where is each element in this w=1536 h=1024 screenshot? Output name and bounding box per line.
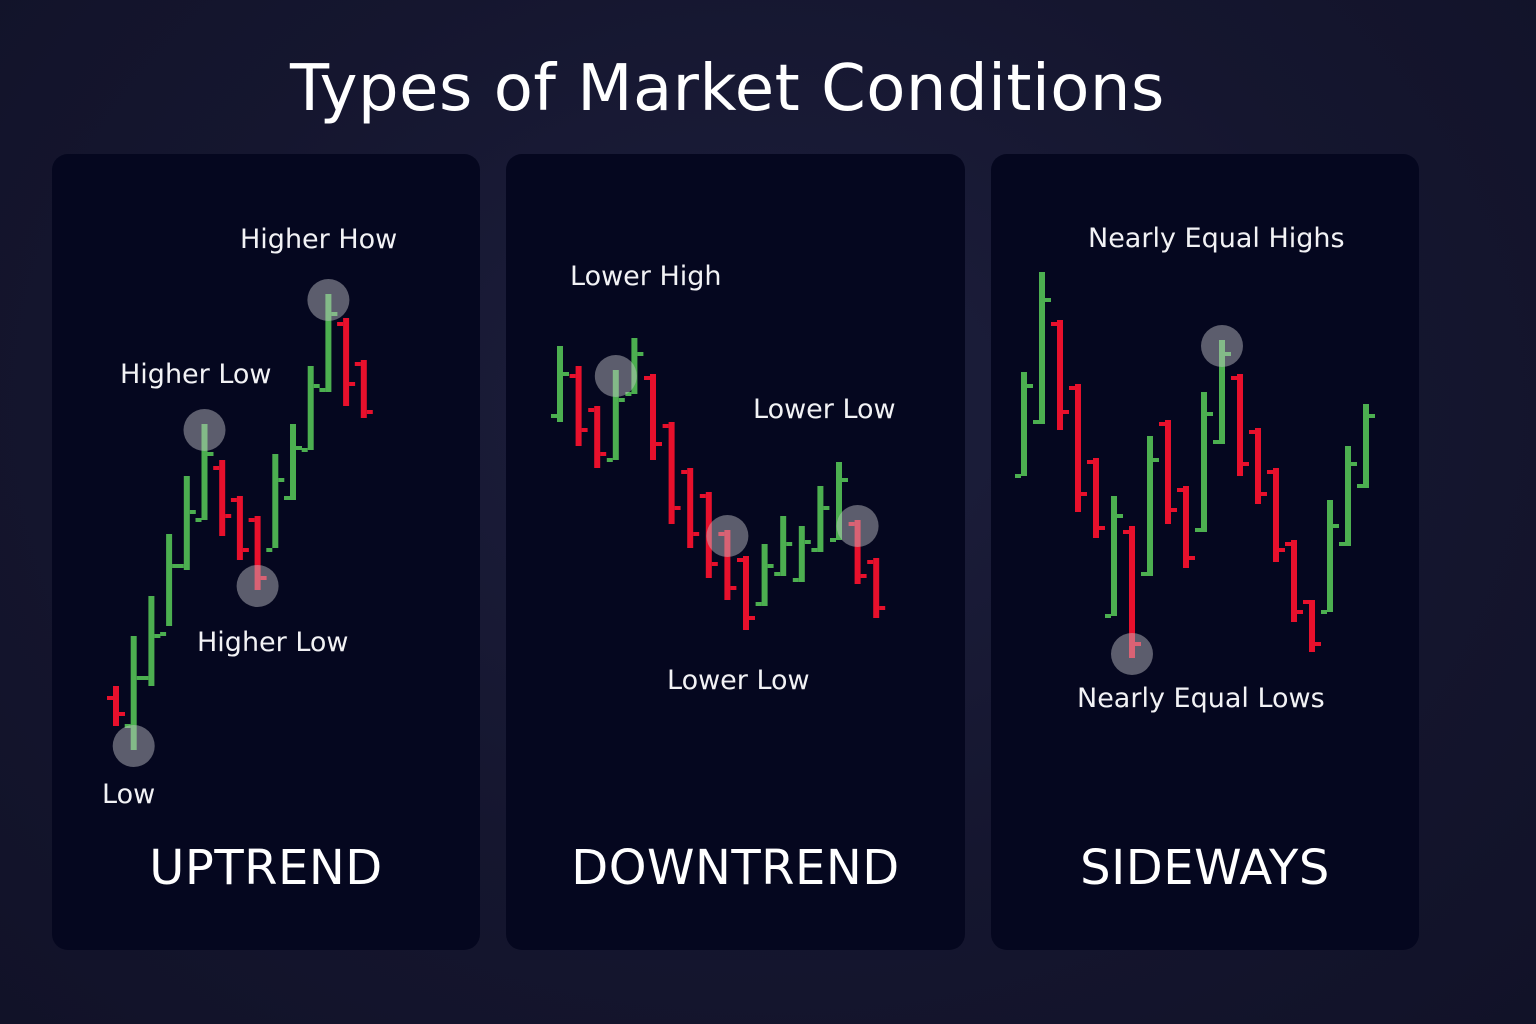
downtrend-bar-2 xyxy=(588,406,607,468)
sideways-panel: Nearly Equal Highs Nearly Equal Lows SID… xyxy=(991,154,1419,950)
downtrend-bar-11 xyxy=(755,544,774,606)
uptrend-panel: Higher How Higher Low Higher Low Low UPT… xyxy=(52,154,480,950)
downtrend-bar-8 xyxy=(699,492,718,578)
annotation-nearly-equal-lows: Nearly Equal Lows xyxy=(1077,683,1325,714)
uptrend-swing-marker-3 xyxy=(307,279,350,321)
uptrend-swing-marker-2 xyxy=(236,565,279,607)
downtrend-bar-15 xyxy=(830,462,848,542)
page-title: Types of Market Conditions xyxy=(290,52,1165,126)
sideways-bar-0 xyxy=(1015,372,1033,478)
uptrend-bar-9 xyxy=(266,454,285,552)
downtrend-swing-marker-0 xyxy=(594,355,637,397)
downtrend-bar-16 xyxy=(848,520,867,584)
downtrend-bar-0 xyxy=(551,346,569,422)
annotation-higher-low-2: Higher Low xyxy=(197,627,349,658)
downtrend-bar-12 xyxy=(774,516,793,576)
downtrend-bar-7 xyxy=(681,468,700,548)
sideways-bar-10 xyxy=(1195,392,1213,532)
sideways-bar-15 xyxy=(1285,540,1303,622)
sideways-bar-11 xyxy=(1213,340,1231,444)
annotation-lower-low-1: Lower Low xyxy=(753,394,896,425)
sideways-bar-2 xyxy=(1051,320,1069,430)
sideways-swing-marker-0 xyxy=(1111,633,1153,675)
sideways-bar-6 xyxy=(1123,526,1141,658)
annotation-low: Low xyxy=(102,779,156,810)
uptrend-bar-4 xyxy=(177,476,196,570)
uptrend-bar-11 xyxy=(301,366,320,452)
uptrend-bar-7 xyxy=(230,496,249,560)
downtrend-bar-9 xyxy=(718,530,737,600)
downtrend-panel: Lower High Lower Low Lower Low DOWNTREND xyxy=(506,154,965,950)
sideways-bar-3 xyxy=(1069,384,1087,512)
sideways-bar-4 xyxy=(1087,458,1105,538)
downtrend-chart xyxy=(551,338,886,630)
sideways-bar-18 xyxy=(1339,446,1357,546)
sideways-bar-16 xyxy=(1303,600,1321,652)
uptrend-swing-marker-0 xyxy=(112,725,155,767)
uptrend-label: UPTREND xyxy=(149,840,383,896)
sideways-bar-9 xyxy=(1177,486,1195,568)
sideways-bar-1 xyxy=(1033,272,1051,424)
annotation-lower-low-2: Lower Low xyxy=(667,665,810,696)
uptrend-bar-3 xyxy=(160,534,179,636)
downtrend-swing-marker-1 xyxy=(706,515,749,557)
uptrend-bar-10 xyxy=(284,424,302,500)
downtrend-bar-6 xyxy=(662,422,681,524)
downtrend-bar-17 xyxy=(867,558,886,618)
uptrend-bar-0 xyxy=(107,686,125,726)
uptrend-bar-13 xyxy=(337,318,356,406)
downtrend-swing-marker-2 xyxy=(836,505,879,547)
uptrend-bar-6 xyxy=(213,460,232,536)
sideways-bar-14 xyxy=(1267,468,1285,562)
uptrend-bar-5 xyxy=(195,424,214,522)
uptrend-chart xyxy=(107,279,373,767)
sideways-bar-12 xyxy=(1231,374,1249,476)
annotation-nearly-equal-highs: Nearly Equal Highs xyxy=(1088,223,1345,254)
sideways-bar-8 xyxy=(1159,420,1177,524)
downtrend-label: DOWNTREND xyxy=(571,840,900,896)
uptrend-swing-marker-1 xyxy=(183,409,226,451)
uptrend-bar-2 xyxy=(142,596,161,686)
uptrend-bar-14 xyxy=(354,360,373,418)
sideways-bar-13 xyxy=(1249,428,1267,504)
downtrend-bar-1 xyxy=(569,366,588,446)
annotation-higher-high: Higher How xyxy=(240,224,398,255)
sideways-bar-19 xyxy=(1357,404,1375,488)
sideways-label: SIDEWAYS xyxy=(1080,840,1330,896)
sideways-bar-7 xyxy=(1141,436,1159,576)
annotation-higher-low-1: Higher Low xyxy=(120,359,272,390)
downtrend-bar-13 xyxy=(792,526,811,582)
downtrend-bar-3 xyxy=(606,370,625,462)
sideways-bar-5 xyxy=(1105,496,1123,618)
sideways-bar-17 xyxy=(1321,500,1339,614)
downtrend-bar-4 xyxy=(625,338,644,396)
uptrend-bar-12 xyxy=(319,294,338,392)
uptrend-bar-8 xyxy=(248,516,267,590)
downtrend-bar-14 xyxy=(811,486,830,552)
downtrend-bar-5 xyxy=(644,374,662,460)
sideways-chart xyxy=(1015,272,1375,675)
sideways-swing-marker-1 xyxy=(1201,325,1243,367)
annotation-lower-high: Lower High xyxy=(570,261,722,292)
downtrend-bar-10 xyxy=(737,556,755,630)
uptrend-bar-1 xyxy=(124,636,143,750)
